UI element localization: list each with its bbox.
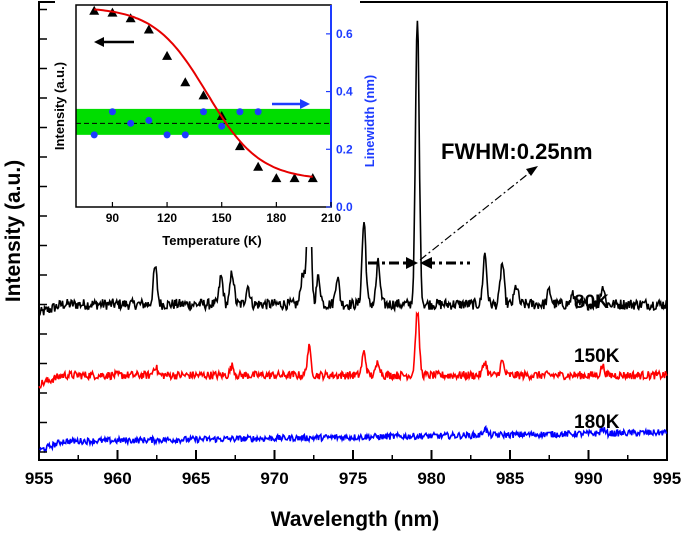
series-label-180K: 180K <box>574 412 620 433</box>
inset-x-tick-label: 210 <box>321 211 341 225</box>
inset-y-right-label: Linewidth (nm) <box>362 75 377 167</box>
inset-y-right-tick-label: 0.2 <box>336 142 353 156</box>
inset-y-right-ticks: 0.0 0.2 0.4 0.6 <box>326 27 353 214</box>
series-label-150K: 150K <box>574 346 620 367</box>
intensity-point <box>307 173 318 183</box>
inset-x-tick-label: 90 <box>106 211 120 225</box>
fwhm-arrowhead-right <box>420 257 432 269</box>
intensity-point <box>162 50 173 60</box>
inset-marks <box>89 5 318 183</box>
intensity-axis-arrow <box>94 37 134 47</box>
series-label-80K: 80K <box>574 292 609 313</box>
inset-y-right-tick-label: 0.4 <box>336 85 353 99</box>
linewidth-point <box>200 108 207 116</box>
linewidth-point <box>90 131 98 139</box>
linewidth-point <box>127 119 135 127</box>
inset-x-tick-label: 180 <box>266 211 286 225</box>
fwhm-leader-line <box>419 169 534 261</box>
intensity-point <box>289 173 300 183</box>
inset-x-label: Temperature (K) <box>162 233 261 248</box>
intensity-point <box>198 90 209 100</box>
series-labels: 80K 150K 180K <box>574 292 620 433</box>
spectrum-180K <box>38 424 668 454</box>
x-axis-ticks: 955 960 965 970 975 980 985 990 995 <box>25 450 681 488</box>
inset-y-right-tick-label: 0.6 <box>336 27 353 41</box>
x-tick-label: 955 <box>25 469 53 488</box>
linewidth-point <box>236 108 244 116</box>
linewidth-point <box>218 122 226 130</box>
fwhm-leader-arrowhead <box>526 166 538 176</box>
fit-curve <box>94 8 313 178</box>
y-axis-label: Intensity (a.u.) <box>2 160 25 302</box>
inset-plot: 90 120 150 180 210 0.0 0.2 0.4 0.6 Temperature … <box>52 1 377 248</box>
intensity-point <box>125 13 136 23</box>
linewidth-axis-arrow <box>272 99 310 109</box>
spectrum-150K <box>38 310 668 389</box>
fwhm-arrowhead-left <box>406 257 418 269</box>
intensity-point <box>143 24 154 34</box>
y-axis-ticks <box>39 8 47 453</box>
inset-x-ticks: 90 120 150 180 210 <box>106 202 341 225</box>
inset-y-right-tick-label: 0.0 <box>336 200 353 214</box>
x-axis-label: Wavelength (nm) <box>271 508 439 531</box>
x-tick-label: 970 <box>260 469 288 488</box>
x-tick-label: 990 <box>574 469 602 488</box>
intensity-point <box>180 77 191 87</box>
x-tick-label: 960 <box>103 469 131 488</box>
spectrum-80K <box>38 20 668 316</box>
x-tick-label: 980 <box>417 469 445 488</box>
spectra-group <box>38 20 668 454</box>
inset-y-left-label: Intensity (a.u.) <box>52 62 67 150</box>
linewidth-point <box>108 108 116 116</box>
x-tick-label: 965 <box>182 469 210 488</box>
x-tick-label: 975 <box>339 469 367 488</box>
x-tick-label: 985 <box>496 469 524 488</box>
linewidth-point <box>181 131 189 139</box>
x-tick-label: 995 <box>653 469 681 488</box>
linewidth-point <box>254 108 262 116</box>
linewidth-point <box>163 131 171 139</box>
intensity-point <box>234 141 245 151</box>
linewidth-point <box>145 116 153 124</box>
inset-x-tick-label: 120 <box>157 211 177 225</box>
inset-x-tick-label: 150 <box>212 211 232 225</box>
intensity-point <box>271 173 282 183</box>
fwhm-annotation: FWHM:0.25nm <box>368 139 593 269</box>
fwhm-label: FWHM:0.25nm <box>441 139 593 164</box>
intensity-point <box>253 161 264 171</box>
